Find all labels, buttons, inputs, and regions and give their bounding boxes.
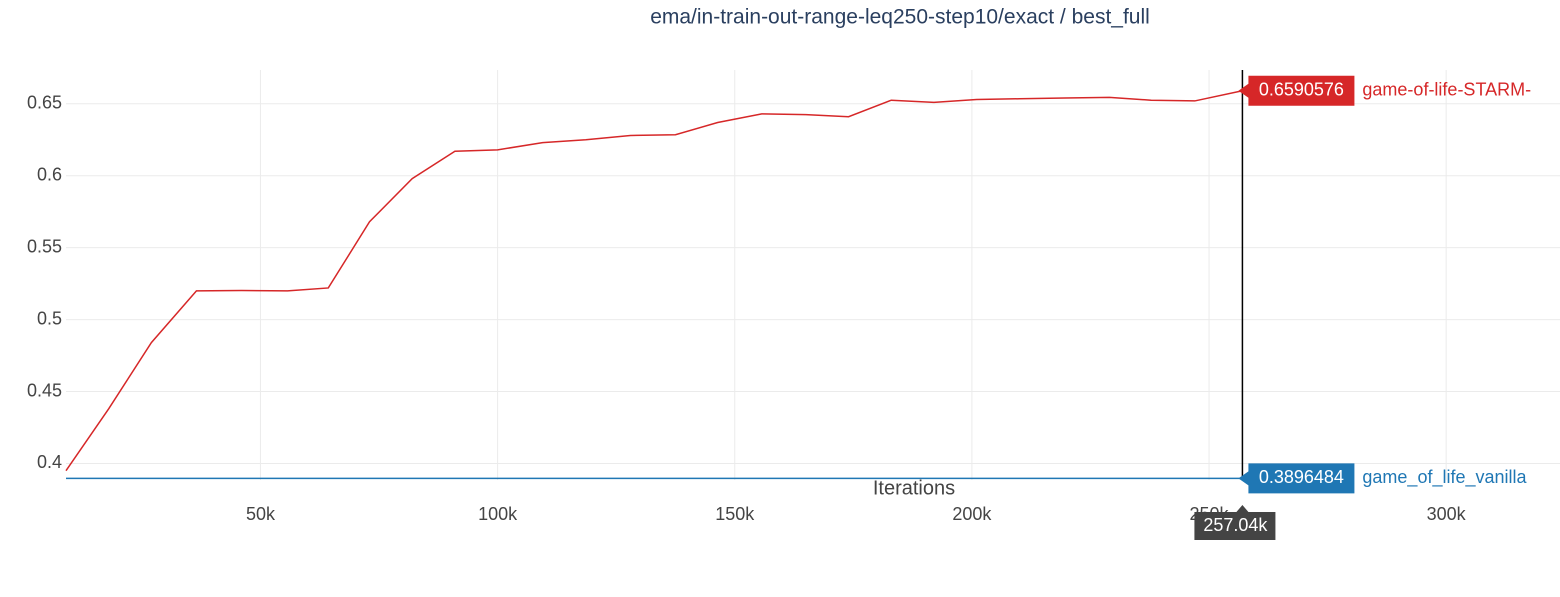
hover-x-box [1194,505,1276,540]
y-tick-label: 0.55 [27,236,62,256]
hover-value-box [1238,463,1355,494]
y-tick-label: 0.5 [37,308,62,328]
y-tick-label: 0.4 [37,452,62,472]
x-tick-label: 50k [246,504,276,524]
chart-title: ema/in-train-out-range-leq250-step10/exa… [650,6,1150,29]
y-tick-label: 0.65 [27,93,62,113]
x-axis-title: Iterations [873,477,955,499]
x-tick-label: 150k [715,504,755,524]
hover-value-label: 0.6590576 [1259,80,1344,100]
series-line [65,90,1243,472]
hover-value-label: 0.3896484 [1259,467,1344,487]
legend-label: game_of_life_vanilla [1362,467,1527,488]
hover-x-label: 257.04k [1203,515,1268,535]
hover-value-box [1238,75,1355,106]
legend-label: game-of-life-STARM- [1362,80,1531,100]
y-tick-label: 0.45 [27,380,62,400]
y-tick-label: 0.6 [37,164,62,184]
x-tick-label: 300k [1427,504,1467,524]
x-tick-label: 200k [952,504,992,524]
x-tick-label: 100k [478,504,518,524]
